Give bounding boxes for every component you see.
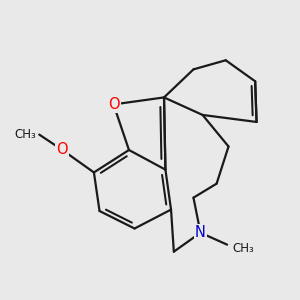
Text: CH₃: CH₃ — [14, 128, 36, 141]
Text: N: N — [195, 225, 206, 240]
Text: O: O — [57, 142, 68, 158]
Text: O: O — [108, 97, 119, 112]
Text: CH₃: CH₃ — [233, 242, 254, 255]
